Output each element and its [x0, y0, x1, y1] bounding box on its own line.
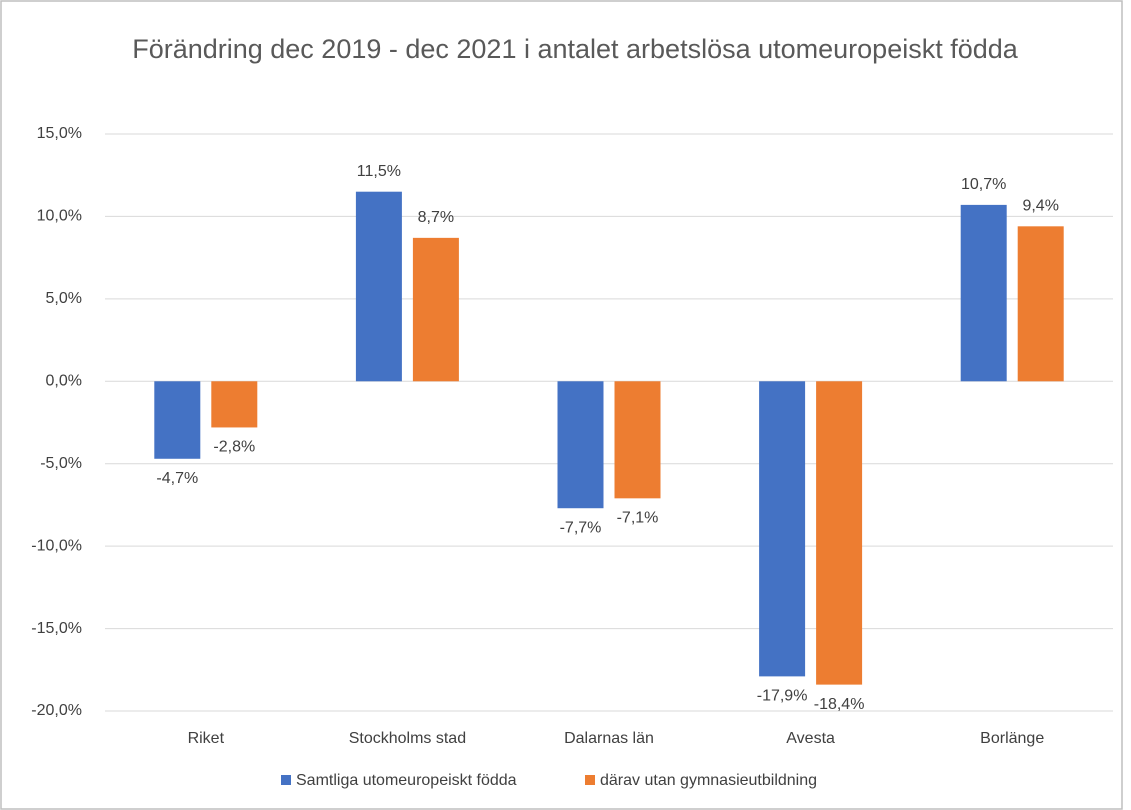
data-label: -2,8%: [213, 439, 255, 456]
y-tick-label: 0,0%: [46, 373, 82, 390]
y-tick-label: 15,0%: [37, 125, 82, 142]
bar: [557, 381, 604, 509]
legend-label: Samtliga utomeuropeiskt födda: [296, 772, 517, 789]
bar: [412, 237, 459, 382]
y-tick-label: 10,0%: [37, 208, 82, 225]
x-tick-label: Riket: [188, 730, 225, 747]
data-label: 8,7%: [418, 209, 454, 226]
data-label: 11,5%: [357, 163, 401, 180]
data-label: -18,4%: [814, 696, 865, 713]
y-tick-label: -15,0%: [31, 620, 82, 637]
y-tick-label: -10,0%: [31, 537, 82, 554]
y-tick-label: -20,0%: [31, 702, 82, 719]
bar: [759, 381, 806, 677]
data-label: -17,9%: [757, 688, 808, 705]
data-label: -4,7%: [156, 470, 198, 487]
bar: [816, 381, 863, 685]
legend-swatch: [281, 775, 291, 785]
chart-title: Förändring dec 2019 - dec 2021 i antalet…: [132, 34, 1018, 64]
x-tick-label: Avesta: [786, 730, 835, 747]
bar: [960, 204, 1007, 382]
legend-label: därav utan gymnasieutbildning: [600, 772, 817, 789]
legend-swatch: [585, 775, 595, 785]
bar: [1017, 226, 1064, 382]
x-tick-label: Borlänge: [980, 730, 1044, 747]
bar: [355, 191, 402, 382]
x-tick-label: Stockholms stad: [349, 730, 466, 747]
y-tick-label: -5,0%: [40, 455, 82, 472]
data-label: 10,7%: [961, 176, 1006, 193]
x-tick-label: Dalarnas län: [564, 730, 654, 747]
bar: [211, 381, 258, 428]
data-label: -7,7%: [560, 519, 602, 536]
data-label: 9,4%: [1022, 198, 1058, 215]
y-tick-label: 5,0%: [46, 290, 82, 307]
bar: [614, 381, 661, 499]
data-label: -7,1%: [617, 510, 659, 527]
bar: [154, 381, 201, 459]
